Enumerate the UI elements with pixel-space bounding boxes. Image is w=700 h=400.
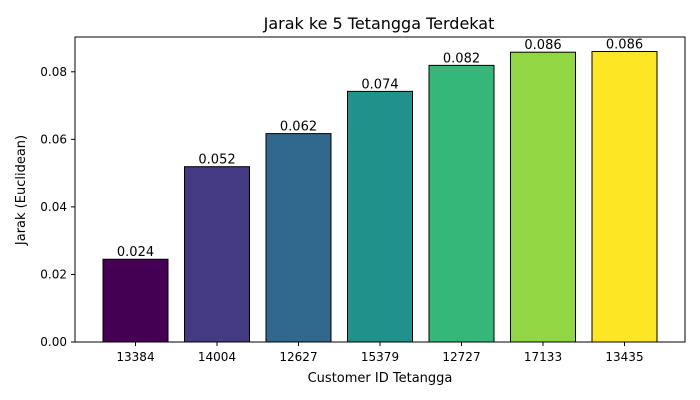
x-tick-label: 12627 — [279, 350, 317, 364]
y-tick-label: 0.02 — [40, 267, 67, 281]
x-axis-ticks: 13384 14004 12627 15379 12727 17133 13435 — [116, 342, 644, 364]
bar-13384 — [102, 258, 169, 343]
x-axis-label: Customer ID Tetangga — [308, 371, 453, 386]
bar-12627 — [265, 133, 332, 343]
y-axis-label: Jarak (Euclidean) — [14, 135, 29, 246]
y-tick-label: 0.00 — [40, 335, 67, 349]
bar-14004 — [184, 166, 250, 343]
bars-group — [102, 51, 658, 343]
bar-13435 — [591, 51, 658, 343]
bar-17133 — [510, 51, 576, 343]
bar-15379 — [347, 90, 413, 343]
bar-value-label-13384: 0.024 — [117, 245, 154, 260]
bar-value-label-13435: 0.086 — [606, 38, 643, 53]
bar-12727 — [428, 64, 495, 343]
bar-value-label-17133: 0.086 — [524, 38, 561, 53]
bar-value-label-14004: 0.052 — [198, 153, 235, 168]
x-tick-label: 13384 — [116, 350, 154, 364]
value-labels-group: 0.024 0.052 0.062 0.074 0.082 0.086 0.086 — [117, 38, 643, 261]
y-tick-label: 0.04 — [40, 200, 67, 214]
x-tick-label: 15379 — [361, 350, 399, 364]
x-tick-label: 13435 — [605, 350, 643, 364]
plot-frame — [74, 36, 686, 343]
y-tick-label: 0.06 — [40, 132, 67, 146]
x-tick-label: 17133 — [524, 350, 562, 364]
bar-value-label-12627: 0.062 — [280, 120, 317, 135]
y-axis-ticks: 0.00 0.02 0.04 0.06 0.08 — [40, 65, 75, 349]
x-tick-label: 14004 — [198, 350, 236, 364]
chart-title: Jarak ke 5 Tetangga Terdekat — [263, 14, 495, 33]
bar-value-label-12727: 0.082 — [443, 51, 480, 66]
bar-value-label-15379: 0.074 — [361, 77, 398, 92]
x-tick-label: 12727 — [442, 350, 480, 364]
y-tick-label: 0.08 — [40, 65, 67, 79]
